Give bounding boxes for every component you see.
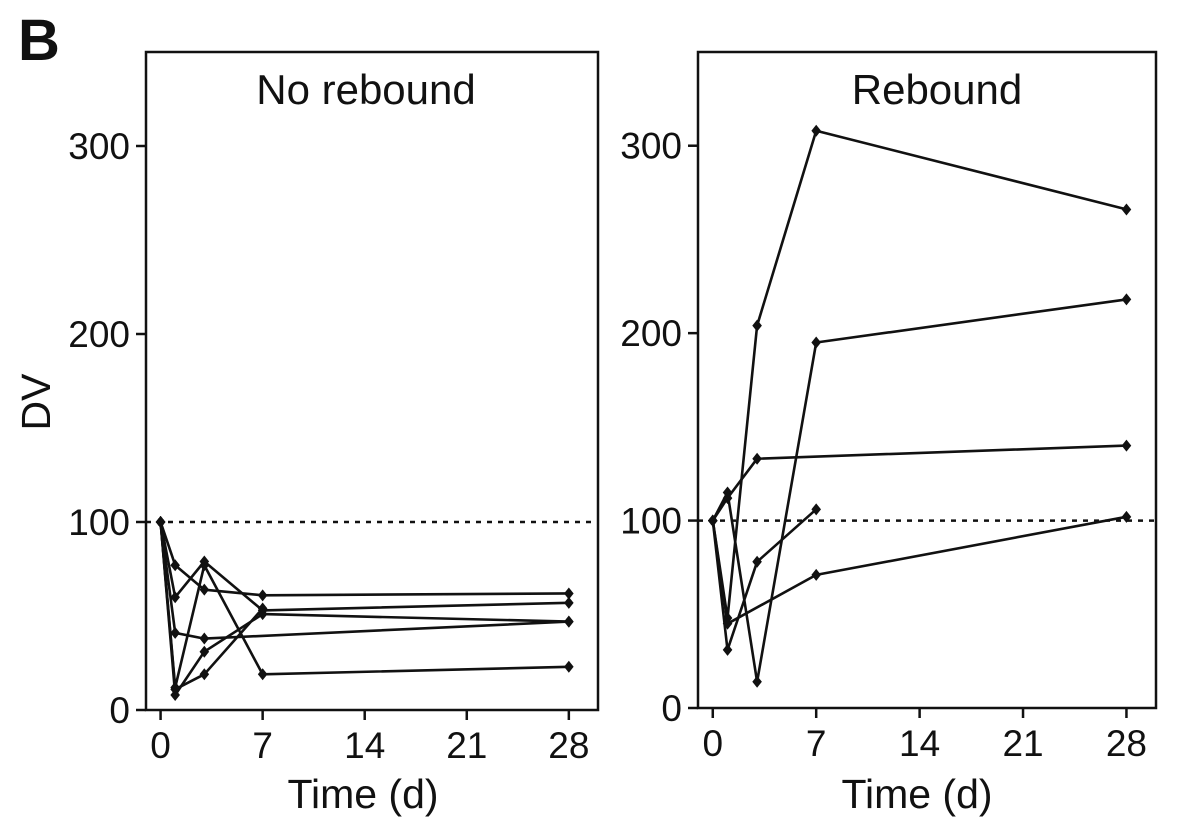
x-tick-label: 14 [899, 723, 940, 764]
data-point-marker [199, 632, 210, 645]
data-point-marker [707, 514, 718, 527]
data-point-marker [811, 124, 821, 137]
data-point-marker [564, 587, 574, 600]
plot-frame [696, 50, 1158, 710]
data-point-marker [199, 645, 210, 658]
y-tick-label: 0 [661, 688, 682, 729]
x-tick-label: 14 [344, 725, 385, 766]
series-2 [707, 293, 1132, 688]
series-line [711, 508, 818, 652]
y-tick-label: 0 [109, 690, 130, 731]
series-1 [155, 516, 574, 602]
x-axis-label: Time (d) [287, 771, 438, 817]
data-point-marker [257, 589, 268, 602]
x-tick-label: 7 [806, 723, 827, 764]
data-point-marker [257, 602, 268, 615]
series-line [159, 521, 569, 597]
data-point-marker [564, 615, 574, 628]
series-6 [155, 516, 574, 694]
data-point-marker [752, 452, 762, 465]
series-3 [707, 439, 1132, 527]
series-2 [155, 516, 574, 617]
data-point-marker [752, 319, 762, 332]
y-tick-label: 300 [620, 126, 682, 167]
y-tick-label: 100 [68, 502, 130, 543]
series-line [159, 521, 264, 691]
series-4 [155, 516, 574, 645]
y-tick-label: 200 [620, 313, 682, 354]
x-tick-label: 7 [252, 725, 273, 766]
data-point-marker [811, 568, 821, 581]
data-point-marker [170, 559, 180, 572]
data-point-marker [1121, 293, 1132, 306]
y-axis-label: DV [13, 373, 59, 431]
chart-panel-rebound: Rebound Time (d) 0 100 200 300 0 7 14 21 28 [620, 50, 1158, 817]
x-tick-label: 28 [548, 725, 589, 766]
data-point-marker [752, 675, 762, 688]
data-point-marker [257, 668, 268, 681]
data-point-marker [199, 583, 210, 596]
x-tick-label: 28 [1106, 723, 1147, 764]
series-line [711, 444, 1127, 522]
data-point-marker [199, 559, 210, 572]
y-tick-label: 300 [68, 126, 130, 167]
data-point-marker [170, 681, 180, 694]
data-point-marker [752, 555, 762, 568]
panel-letter: B [18, 8, 60, 73]
axes: 0 100 200 300 0 7 14 21 28 [620, 126, 1147, 764]
data-point-marker [199, 668, 210, 681]
data-point-marker [170, 626, 180, 639]
chart-panel-no-rebound: No rebound Time (d) 0 100 200 300 0 7 14 21 28 [68, 50, 600, 817]
plot-frame [144, 50, 600, 712]
data-point-marker [722, 492, 733, 505]
panel-title: Rebound [852, 66, 1022, 113]
series-line [711, 515, 1127, 626]
data-point-marker [1121, 510, 1132, 523]
data-point-marker [1121, 439, 1132, 452]
series-line [711, 298, 1127, 684]
data-point-marker [564, 596, 574, 609]
plot-area [698, 124, 1156, 688]
panel-title: No rebound [256, 66, 476, 113]
data-point-marker [155, 516, 166, 528]
data-point-marker [722, 617, 733, 630]
series-5 [707, 510, 1132, 630]
data-point-marker [170, 591, 180, 604]
x-tick-label: 0 [702, 723, 723, 764]
x-tick-label: 0 [150, 725, 171, 766]
axes: 0 100 200 300 0 7 14 21 28 [68, 126, 589, 766]
data-point-marker [811, 336, 821, 349]
series-line [159, 521, 569, 640]
y-tick-label: 200 [68, 314, 130, 355]
data-point-marker [722, 643, 733, 656]
data-point-marker [811, 503, 821, 516]
y-tick-label: 100 [620, 501, 682, 542]
plot-area [146, 516, 598, 701]
x-axis-label: Time (d) [841, 771, 992, 817]
data-point-marker [1121, 203, 1132, 216]
x-tick-label: 21 [1002, 723, 1043, 764]
x-tick-label: 21 [446, 725, 487, 766]
data-point-marker [564, 660, 574, 673]
